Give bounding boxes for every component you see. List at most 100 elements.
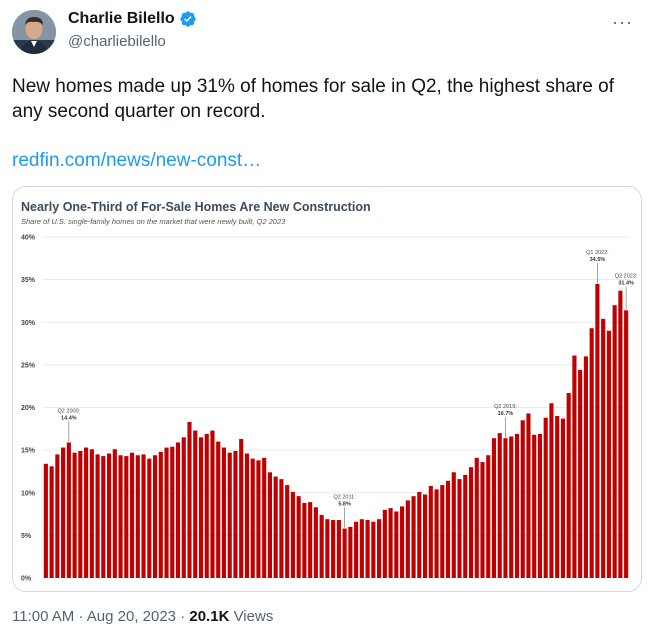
- bar: [526, 413, 531, 578]
- chart-image[interactable]: Nearly One-Third of For-Sale Homes Are N…: [12, 186, 642, 592]
- bar: [463, 474, 468, 578]
- bar: [371, 521, 376, 578]
- bar: [187, 421, 192, 578]
- bar: [319, 514, 324, 578]
- bar: [440, 485, 445, 578]
- bar: [198, 437, 204, 578]
- bar: [468, 467, 474, 578]
- bar: [537, 433, 543, 578]
- tweet-time[interactable]: 11:00 AM: [12, 608, 75, 625]
- bar: [601, 318, 606, 578]
- bar-chart: Nearly One-Third of For-Sale Homes Are N…: [21, 200, 638, 583]
- y-tick-label: 35%: [21, 277, 36, 284]
- bar: [135, 455, 140, 578]
- bar: [267, 472, 272, 578]
- bar: [227, 452, 232, 578]
- annotation-value: 31.4%: [618, 281, 634, 287]
- bar: [405, 500, 410, 578]
- author-name[interactable]: Charlie Bilello: [68, 10, 175, 27]
- bar: [43, 463, 48, 578]
- bar: [497, 433, 502, 578]
- bar: [520, 420, 525, 578]
- bar: [514, 433, 520, 578]
- bar: [107, 453, 112, 578]
- bar: [595, 283, 600, 578]
- bar: [382, 509, 387, 578]
- tweet-link[interactable]: redfin.com/news/new-const…: [12, 150, 262, 171]
- bar: [342, 528, 347, 578]
- annotation-label: Q2 2023:: [615, 274, 638, 280]
- bar: [89, 449, 94, 578]
- bar: [589, 328, 594, 578]
- bar: [250, 458, 255, 578]
- bar: [509, 436, 514, 578]
- annotation-label: Q1 2022:: [586, 250, 609, 256]
- bar: [331, 520, 336, 578]
- tweet-date[interactable]: Aug 20, 2023: [86, 608, 177, 625]
- chart-title: Nearly One-Third of For-Sale Homes Are N…: [21, 200, 371, 214]
- bar: [210, 430, 215, 578]
- bar: [262, 457, 267, 578]
- bar: [273, 476, 278, 578]
- bar: [256, 460, 261, 578]
- y-tick-label: 5%: [21, 533, 32, 540]
- bar: [486, 455, 491, 578]
- bar: [618, 290, 623, 578]
- bar: [285, 485, 290, 578]
- tweet-text: New homes made up 31% of homes for sale …: [12, 76, 614, 122]
- meta-separator: ·: [78, 608, 84, 625]
- bar: [612, 305, 617, 578]
- bar: [84, 447, 89, 578]
- bar: [204, 433, 209, 578]
- bar: [221, 447, 227, 578]
- bar: [124, 456, 129, 578]
- bar: [583, 356, 588, 578]
- bar: [422, 494, 428, 578]
- bar: [400, 506, 405, 578]
- views-label: Views: [233, 608, 274, 625]
- bar: [302, 502, 307, 578]
- bar: [365, 520, 370, 578]
- bar: [72, 452, 77, 578]
- verified-badge-icon: [180, 11, 196, 27]
- bar: [503, 438, 508, 578]
- bar: [129, 452, 135, 578]
- bar: [216, 441, 221, 578]
- bar: [55, 454, 60, 578]
- bar: [279, 479, 284, 578]
- bar: [147, 458, 152, 578]
- bar: [78, 450, 83, 578]
- bar: [578, 369, 583, 578]
- y-tick-label: 15%: [21, 448, 36, 455]
- annotation-value: 16.7%: [498, 411, 514, 417]
- bar: [543, 417, 548, 578]
- bar: [624, 310, 629, 578]
- author-handle[interactable]: @charliebilello: [68, 33, 166, 50]
- annotation-label: Q2 2000:: [58, 408, 81, 414]
- bar: [95, 454, 100, 578]
- bar: [308, 502, 313, 578]
- bar: [572, 355, 577, 578]
- views-count: 20.1K: [189, 608, 230, 625]
- bar: [434, 489, 439, 578]
- bar: [164, 447, 169, 578]
- bar: [141, 454, 146, 578]
- more-icon[interactable]: ···: [612, 12, 633, 32]
- avatar[interactable]: [12, 10, 56, 54]
- bar: [325, 519, 330, 578]
- y-tick-label: 40%: [21, 235, 36, 242]
- bar: [606, 330, 611, 578]
- y-tick-label: 20%: [21, 405, 36, 412]
- bar: [451, 472, 456, 578]
- annotation-value: 5.8%: [338, 502, 351, 508]
- chart-subtitle: Share of U.S. single-family homes on the…: [21, 217, 286, 226]
- annotation-label: Q2 2011:: [334, 495, 357, 501]
- bar: [118, 455, 123, 578]
- y-tick-label: 25%: [21, 362, 36, 369]
- bar: [49, 466, 54, 578]
- bar: [354, 521, 359, 578]
- bar: [101, 456, 106, 578]
- bar: [233, 450, 238, 578]
- annotation-value: 34.5%: [590, 257, 606, 263]
